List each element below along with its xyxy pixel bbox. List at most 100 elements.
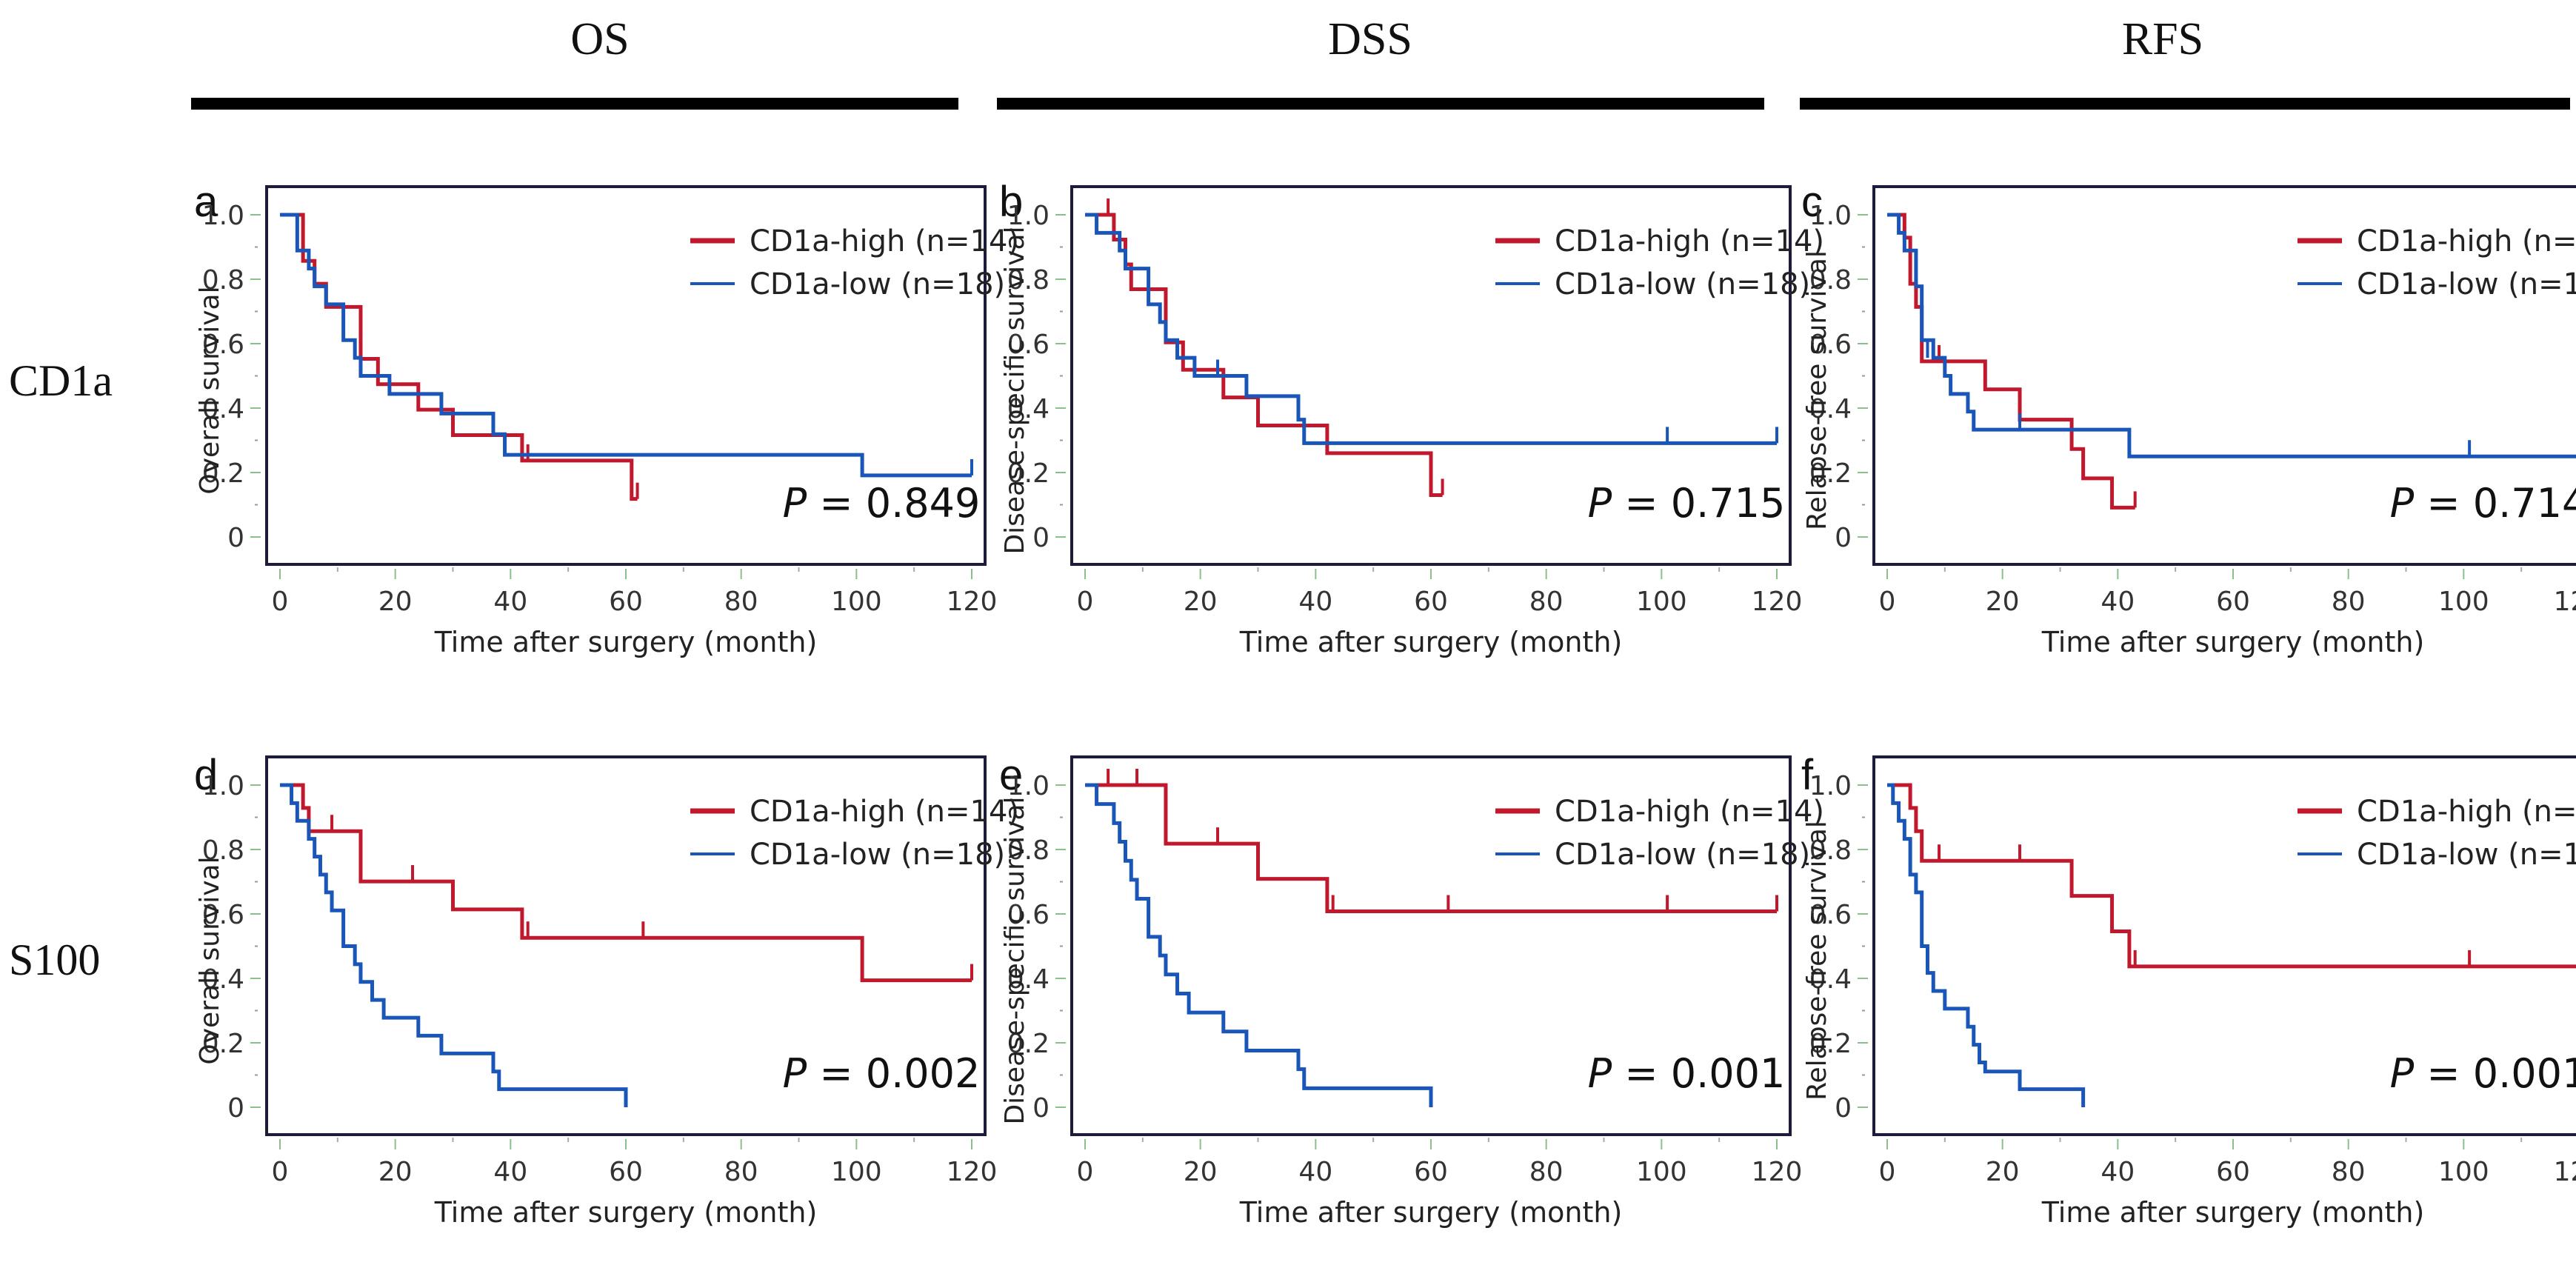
legend-label-high: CD1a-high (n=14) [750,224,1019,258]
x-tick-label: 20 [1986,587,2020,617]
y-tick-label: 0.4 [202,394,244,424]
x-tick-label: 100 [2438,1157,2489,1187]
p-value-annotation: P = 0.714 [2390,480,2576,527]
x-tick-label: 0 [272,1157,289,1187]
legend-label-high: CD1a-high (n=14) [1555,224,1824,258]
y-tick-label: 1.0 [202,771,244,801]
p-value-annotation: P = 0.849 [783,480,981,527]
x-tick-label: 120 [2554,587,2576,617]
legend-label-high: CD1a-high (n=14) [750,795,1019,829]
km-curve-high [1887,213,2135,510]
x-tick-label: 20 [378,1157,413,1187]
p-value: = 0.714 [2414,480,2576,527]
p-value-annotation: P = 0.001 [1588,1050,1786,1097]
y-tick-label: 0 [1032,523,1050,553]
km-curve-high [1887,783,2576,969]
legend-label-high: CD1a-high (n=14) [1555,795,1824,829]
row-header-cd1a: CD1a [9,356,113,405]
y-tick-label: 1.0 [202,201,244,231]
x-tick-label: 0 [1879,1157,1896,1187]
x-tick-label: 120 [1752,587,1803,617]
y-tick-label: 0.2 [1809,1029,1852,1059]
km-panel-a: a 0 0.2 0.4 0.6 0.8 1.0 0 20 40 60 80 100 120 Time af… [185,170,1019,689]
y-axis-label: Overall survival [195,286,225,494]
legend-label-low: CD1a-low (n=18) [2357,838,2576,872]
y-tick-label: 0.4 [1809,964,1852,995]
y-tick-label: 1.0 [1809,771,1852,801]
x-tick-label: 120 [947,1157,998,1187]
x-tick-label: 0 [1077,587,1094,617]
y-axis-label: Disease-specific survival [1000,226,1030,554]
x-tick-label: 40 [1298,1157,1332,1187]
legend-label-low: CD1a-low (n=18) [1555,838,1810,872]
km-curve-low [1887,213,2576,458]
p-value: = 0.715 [1612,480,1785,527]
x-tick-label: 60 [609,1157,643,1187]
y-tick-label: 0.6 [1007,900,1050,930]
km-panel-c: c 0 0.2 0.4 0.6 0.8 1.0 0 20 40 60 80 100 120 Time af… [1792,170,2576,689]
x-tick-label: 0 [1879,587,1896,617]
panel-letter: f [1801,751,1814,799]
y-tick-label: 0 [1835,1093,1852,1124]
km-chart-f: 0 0.2 0.4 0.6 0.8 1.0 0 20 40 60 80 100 120 Time afte… [1802,755,2576,1229]
y-tick-label: 0.8 [1007,265,1050,296]
plot-frame [1872,755,2576,1136]
km-chart-c: 0 0.2 0.4 0.6 0.8 1.0 0 20 40 60 80 100 120 Time afte… [1802,185,2576,658]
y-tick-label: 0.8 [1809,265,1852,296]
legend-label-high: CD1a-high (n=14) [2357,795,2576,829]
x-tick-label: 80 [2332,1157,2366,1187]
y-tick-label: 0.4 [1007,964,1050,995]
x-axis-label: Time after surgery (month) [434,626,818,658]
x-tick-label: 60 [2216,1157,2250,1187]
p-value: = 0.001 [2414,1050,2576,1097]
p-value-annotation: P = 0.001 [2390,1050,2576,1097]
y-axis-label: Disease-specific survival [1000,796,1030,1124]
y-tick-label: 0 [227,1093,244,1124]
km-panel-b: b 0 0.2 0.4 0.6 0.8 1.0 0 20 40 60 80 100 120 Time af… [990,170,1824,689]
plot-frame [1070,185,1792,566]
p-symbol: P [2390,1050,2415,1097]
y-axis-label: Overall survival [195,856,225,1064]
y-tick-label: 1.0 [1809,201,1852,231]
x-axis-label: Time after surgery (month) [2041,1196,2425,1229]
x-tick-label: 60 [1414,587,1448,617]
y-tick-label: 0.2 [1007,1029,1050,1059]
km-curve-low [1887,783,2086,1107]
x-tick-label: 40 [2100,1157,2135,1187]
x-tick-label: 40 [1298,587,1332,617]
legend-label-low: CD1a-low (n=18) [1555,267,1810,301]
km-curve-low [1085,783,1433,1107]
legend-label-low: CD1a-low (n=18) [2357,267,2576,301]
y-tick-label: 0.8 [1007,835,1050,866]
panel-letter: c [1801,178,1823,226]
km-curve-low [280,783,628,1107]
y-tick-label: 0 [227,523,244,553]
p-value-annotation: P = 0.715 [1588,480,1786,527]
x-tick-label: 120 [947,587,998,617]
km-chart-a: 0 0.2 0.4 0.6 0.8 1.0 0 20 40 60 80 100 120 Time afte… [195,185,1019,658]
x-axis-label: Time after surgery (month) [2041,626,2425,658]
panel-letter: e [999,751,1024,799]
y-tick-label: 0.8 [1809,835,1852,866]
x-tick-label: 60 [2216,587,2250,617]
x-tick-label: 80 [724,587,758,617]
panel-letter: d [194,751,218,799]
x-tick-label: 0 [1077,1157,1094,1187]
column-rule-dss [997,98,1764,110]
plot-frame [265,185,987,566]
p-value: = 0.002 [807,1050,980,1097]
x-tick-label: 100 [1636,587,1687,617]
x-axis-label: Time after surgery (month) [1239,1196,1623,1229]
x-tick-label: 20 [378,587,413,617]
km-curve-high [1085,213,1443,497]
x-tick-label: 80 [1529,587,1564,617]
km-panel-e: e 0 0.2 0.4 0.6 0.8 1.0 0 20 40 60 80 100 120 Time af… [990,741,1824,1259]
km-chart-d: 0 0.2 0.4 0.6 0.8 1.0 0 20 40 60 80 100 120 Time afte… [195,755,1019,1229]
column-header-os: OS [570,14,630,64]
y-tick-label: 0.4 [1007,394,1050,424]
p-symbol: P [783,480,807,527]
x-tick-label: 120 [1752,1157,1803,1187]
y-tick-label: 0.8 [202,835,244,866]
column-header-rfs: RFS [2121,14,2204,64]
legend-label-high: CD1a-high (n=14) [2357,224,2576,258]
